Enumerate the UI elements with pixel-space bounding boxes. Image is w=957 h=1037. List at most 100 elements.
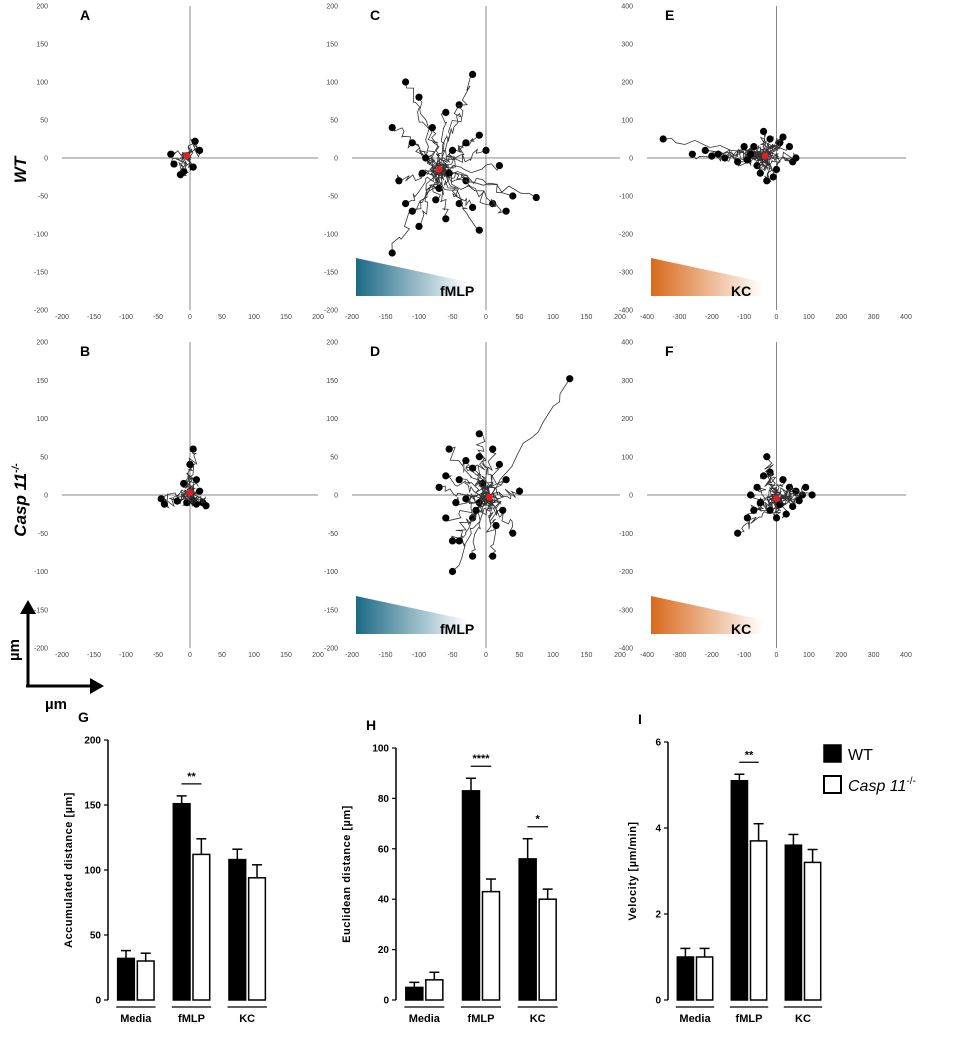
- cell-track: [489, 487, 520, 502]
- cell-endpoint: [408, 207, 416, 215]
- category-label: Media: [679, 1013, 711, 1025]
- cell-track: [445, 497, 490, 522]
- track-origin-e: [761, 152, 769, 160]
- x-tick-label: -100: [119, 314, 133, 321]
- cell-track: [488, 495, 505, 514]
- y-tick-label: 100: [621, 118, 633, 125]
- cell-endpoint: [743, 156, 751, 164]
- x-tick-label: 0: [484, 652, 488, 659]
- cell-endpoint: [189, 445, 197, 453]
- track-origin-c: [435, 166, 443, 173]
- cell-endpoint: [566, 375, 574, 383]
- x-tick-label: 50: [218, 314, 226, 321]
- bar-casp11: [247, 877, 267, 1001]
- cell-endpoint: [428, 124, 436, 132]
- cell-endpoint: [789, 502, 797, 511]
- x-tick-label: 200: [614, 652, 626, 659]
- panel-letter-d: D: [370, 343, 380, 359]
- y-tick-label: 80: [378, 794, 390, 805]
- cell-endpoint: [415, 222, 423, 230]
- category-label: fMLP: [468, 1013, 495, 1025]
- x-tick-label: 200: [312, 652, 324, 659]
- bar-wt: [461, 790, 481, 1001]
- bar-wt: [518, 858, 537, 1001]
- y-tick-label: 0: [95, 996, 101, 1007]
- x-tick-label: -50: [153, 652, 163, 659]
- panel-letter-h: H: [366, 717, 376, 733]
- panel-letter-f: F: [665, 343, 674, 359]
- y-tick-label: 0: [44, 493, 48, 500]
- x-tick-label: -200: [55, 652, 69, 659]
- y-tick-label: 150: [36, 378, 48, 385]
- cell-endpoint: [191, 137, 199, 145]
- x-tick-label: -200: [345, 314, 359, 321]
- y-tick-label: -200: [619, 569, 633, 576]
- cell-endpoint: [422, 154, 430, 162]
- cell-endpoint: [792, 154, 800, 162]
- cell-track: [428, 127, 442, 170]
- cell-track: [773, 486, 806, 500]
- cell-endpoint: [753, 483, 761, 491]
- y-tick-label: 0: [334, 156, 338, 163]
- track-panel-e: -400 -300 -200 -100 0 100 200 300 400 400 300 200 10…: [619, 4, 912, 322]
- cell-endpoint: [462, 456, 470, 465]
- axis-arrow-y-label: µm: [6, 639, 23, 661]
- cell-endpoint: [743, 514, 751, 522]
- cell-track: [764, 151, 797, 162]
- x-tick-label: 100: [248, 652, 260, 659]
- cell-endpoint: [415, 93, 423, 101]
- y-tick-label: 200: [621, 416, 633, 423]
- cell-endpoint: [475, 226, 483, 234]
- bar-wt: [730, 779, 749, 1001]
- cell-endpoint: [532, 193, 540, 202]
- x-tick-label: 100: [803, 314, 815, 321]
- x-tick-label: 0: [188, 314, 192, 321]
- cell-track: [724, 151, 767, 163]
- category-label: Media: [120, 1013, 152, 1025]
- x-tick-label: 50: [218, 652, 226, 659]
- category-label: fMLP: [736, 1013, 763, 1025]
- cell-endpoint: [455, 101, 463, 109]
- cell-track: [438, 169, 537, 198]
- y-tick-label: 300: [621, 42, 633, 49]
- cell-endpoint: [462, 139, 470, 147]
- y-tick-label: -150: [324, 607, 338, 614]
- x-tick-label: 100: [547, 314, 559, 321]
- cell-endpoint: [701, 146, 709, 154]
- bar-chart-g: 0 50 100 150 200 Accumulated distance [µm] G Me…: [63, 709, 267, 1025]
- y-tick-label: -50: [38, 194, 48, 201]
- track-origin-d: [485, 493, 493, 501]
- gradient-wedge-f: [651, 596, 763, 634]
- row-label-casp11-sup: -/-: [11, 463, 22, 473]
- y-tick-label: 0: [383, 996, 389, 1007]
- y-tick-label: 50: [90, 931, 102, 942]
- y-tick-label: -200: [324, 308, 338, 315]
- cell-endpoint: [515, 487, 524, 495]
- bar-chart-h: 0 20 40 60 80 100 Euclidean distance [µm] H Medi…: [341, 717, 558, 1025]
- cell-track: [418, 169, 443, 227]
- cell-endpoint: [445, 169, 453, 177]
- y-axis-label-i: Velocity [µm/min]: [627, 821, 639, 920]
- x-tick-label: 400: [900, 314, 912, 321]
- cell-track: [486, 448, 497, 498]
- cell-endpoint: [160, 500, 168, 508]
- x-tick-label: 150: [280, 652, 292, 659]
- y-tick-label: 40: [378, 895, 390, 906]
- y-tick-label: 50: [40, 454, 48, 461]
- bar-wt: [405, 986, 424, 1001]
- cell-track: [774, 490, 816, 505]
- track-panel-d: -200 -150 -100 -50 0 50 100 150 200 200 150 100 50 0 -…: [324, 340, 626, 660]
- cell-endpoint: [808, 491, 816, 499]
- cell-endpoint: [763, 177, 771, 185]
- cell-endpoint: [714, 150, 722, 158]
- cell-endpoint: [659, 135, 667, 143]
- y-tick-label: 0: [334, 493, 338, 500]
- cell-endpoint: [782, 510, 790, 518]
- x-tick-label: -100: [737, 314, 751, 321]
- cell-endpoint: [756, 499, 764, 507]
- x-tick-label: -300: [672, 314, 686, 321]
- bar-casp11: [538, 898, 557, 1001]
- y-tick-label: -100: [619, 531, 633, 538]
- x-tick-label: -50: [447, 314, 457, 321]
- cell-track: [438, 134, 480, 170]
